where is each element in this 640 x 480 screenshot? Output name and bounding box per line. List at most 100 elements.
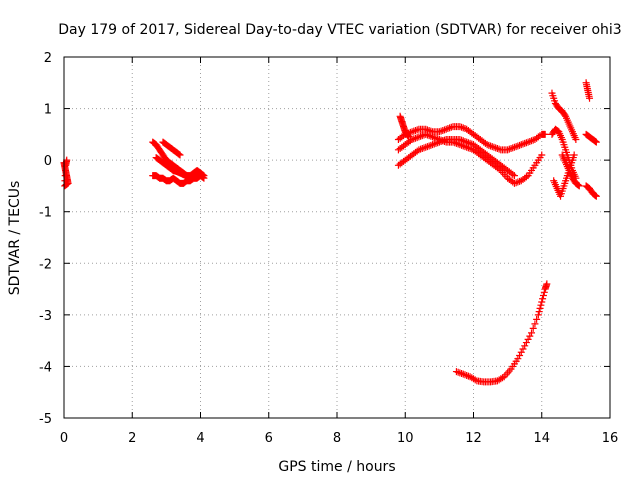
y-tick-label: -1	[39, 206, 52, 221]
data-point	[456, 136, 464, 144]
data-point	[459, 124, 467, 132]
data-point	[440, 136, 448, 144]
data-point	[435, 138, 443, 146]
data-point	[574, 181, 582, 189]
y-tick-label: -4	[39, 360, 52, 375]
data-point	[509, 144, 517, 152]
data-point	[592, 192, 600, 200]
data-point	[197, 169, 204, 177]
y-tick-labels: 2 1 0 -1 -2 -3 -4 -5	[39, 51, 52, 427]
data-points	[60, 79, 600, 386]
data-point	[430, 134, 438, 142]
data-point	[514, 142, 522, 150]
data-point	[591, 137, 599, 145]
data-point	[514, 178, 522, 186]
data-point	[592, 138, 600, 146]
data-point	[434, 139, 442, 147]
grid-lines	[64, 57, 610, 418]
x-axis-label: GPS time / hours	[278, 459, 395, 475]
data-point	[586, 94, 594, 102]
data-point	[505, 145, 513, 153]
data-point	[483, 141, 491, 149]
y-tick-label: -2	[39, 257, 52, 272]
data-point	[425, 132, 433, 140]
data-point	[439, 137, 447, 145]
y-tick-label: 2	[44, 51, 52, 66]
data-series	[159, 138, 184, 159]
y-axis-label: SDTVAR / TECUs	[7, 181, 23, 296]
y-tick-label: -3	[39, 309, 52, 324]
data-point	[510, 143, 518, 151]
data-point	[454, 368, 462, 376]
axis-ticks	[63, 56, 611, 419]
data-point	[487, 142, 495, 150]
y-tick-label: 0	[44, 154, 52, 169]
data-point	[516, 351, 524, 359]
data-point	[574, 181, 582, 189]
data-point	[536, 304, 544, 312]
data-point	[526, 137, 534, 145]
data-point	[435, 128, 443, 136]
data-point	[459, 137, 467, 145]
data-point	[539, 292, 547, 300]
data-point	[423, 143, 431, 151]
data-point	[510, 172, 518, 180]
data-point	[420, 144, 428, 152]
data-point	[175, 150, 183, 158]
data-point	[572, 136, 580, 144]
data-point	[538, 298, 546, 306]
data-series	[582, 130, 600, 146]
data-point	[411, 126, 419, 134]
data-point	[519, 140, 527, 148]
x-tick-label: 8	[333, 431, 341, 446]
data-point	[199, 174, 207, 182]
data-point	[531, 320, 539, 328]
data-point	[514, 355, 522, 363]
x-tick-labels: 0 2 4 6 8 10 12 14 16	[60, 431, 618, 446]
data-point	[432, 139, 440, 147]
data-point	[539, 295, 547, 303]
data-point	[537, 301, 545, 309]
data-point	[442, 125, 450, 133]
data-point	[490, 143, 498, 151]
data-series	[582, 182, 600, 200]
data-series	[582, 79, 594, 102]
data-point	[413, 134, 421, 142]
data-point	[458, 370, 466, 378]
data-point	[570, 151, 578, 159]
data-point	[510, 179, 518, 187]
data-point	[591, 137, 599, 145]
data-point	[417, 145, 425, 153]
data-series	[548, 89, 580, 144]
data-point	[533, 315, 541, 323]
data-point	[509, 170, 517, 178]
data-point	[493, 145, 501, 153]
data-point	[524, 138, 532, 146]
data-point	[540, 288, 548, 296]
data-point	[427, 132, 435, 140]
data-point	[517, 141, 525, 149]
data-point	[200, 174, 208, 182]
data-point	[499, 374, 507, 382]
data-series	[394, 130, 546, 187]
data-point	[423, 131, 431, 139]
data-point	[561, 111, 569, 119]
data-point	[430, 140, 438, 148]
data-point	[464, 372, 472, 380]
data-point	[461, 371, 469, 379]
data-point	[507, 145, 515, 153]
data-point	[463, 371, 471, 379]
data-series	[452, 280, 551, 386]
data-point	[437, 137, 445, 145]
data-point	[543, 280, 551, 288]
data-point	[591, 191, 599, 199]
x-tick-label: 6	[265, 431, 273, 446]
data-point	[458, 123, 466, 131]
data-point	[174, 150, 182, 158]
data-point	[429, 133, 437, 141]
data-point	[504, 146, 512, 154]
data-point	[522, 339, 530, 347]
data-point	[459, 370, 467, 378]
data-point	[535, 308, 543, 316]
